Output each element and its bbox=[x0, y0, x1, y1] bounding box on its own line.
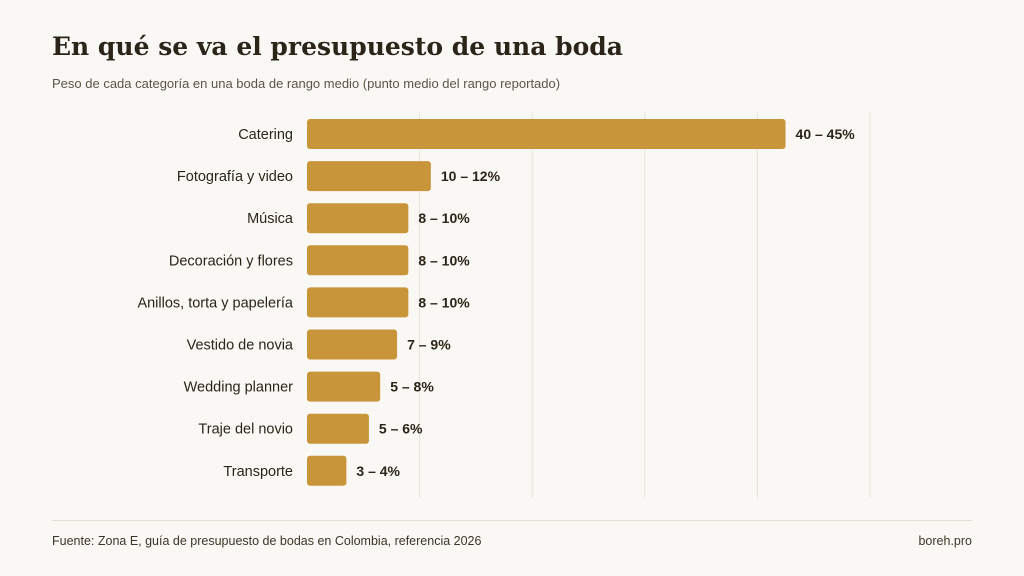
value-label: 40 – 45% bbox=[796, 126, 856, 142]
footer-source: Fuente: Zona E, guía de presupuesto de b… bbox=[52, 534, 482, 548]
bar bbox=[307, 371, 381, 402]
grid-lines bbox=[419, 112, 871, 498]
value-label: 7 – 9% bbox=[407, 337, 451, 353]
value-label: 8 – 10% bbox=[418, 210, 470, 226]
bar-chart: Catering Fotografía y video Música Decoraci… bbox=[137, 112, 871, 498]
category-label: Vestido de novia bbox=[187, 338, 294, 354]
chart-subtitle: Peso de cada categoría en una boda de ra… bbox=[52, 76, 561, 91]
chart-title: En qué se va el presupuesto de una boda bbox=[52, 32, 623, 61]
value-label: 5 – 8% bbox=[390, 379, 434, 395]
category-label: Traje del novio bbox=[198, 422, 293, 438]
category-label: Decoración y flores bbox=[169, 253, 293, 269]
bar bbox=[307, 161, 431, 192]
category-label: Catering bbox=[238, 127, 293, 143]
value-label: 5 – 6% bbox=[379, 421, 423, 437]
value-label: 3 – 4% bbox=[356, 463, 400, 479]
bar bbox=[307, 287, 409, 318]
footer-divider bbox=[52, 520, 972, 521]
category-label: Fotografía y video bbox=[177, 169, 293, 185]
bar bbox=[307, 119, 786, 149]
value-label: 8 – 10% bbox=[418, 252, 470, 268]
bar bbox=[307, 413, 369, 444]
value-label: 10 – 12% bbox=[441, 168, 501, 184]
value-labels: 40 – 45% 10 – 12% 8 – 10% 8 – 10% 8 – 10% 7 –… bbox=[356, 126, 855, 479]
category-labels: Catering Fotografía y video Música Decoraci… bbox=[137, 127, 293, 480]
footer-brand: boreh.pro bbox=[918, 534, 972, 548]
bar bbox=[307, 245, 409, 276]
category-label: Transporte bbox=[223, 464, 293, 480]
category-label: Música bbox=[247, 211, 294, 227]
bars bbox=[307, 119, 786, 486]
bar bbox=[307, 455, 347, 486]
bar bbox=[307, 329, 398, 360]
category-label: Wedding planner bbox=[184, 380, 294, 396]
bar bbox=[307, 203, 409, 234]
category-label: Anillos, torta y papelería bbox=[137, 295, 293, 311]
value-label: 8 – 10% bbox=[418, 294, 470, 310]
